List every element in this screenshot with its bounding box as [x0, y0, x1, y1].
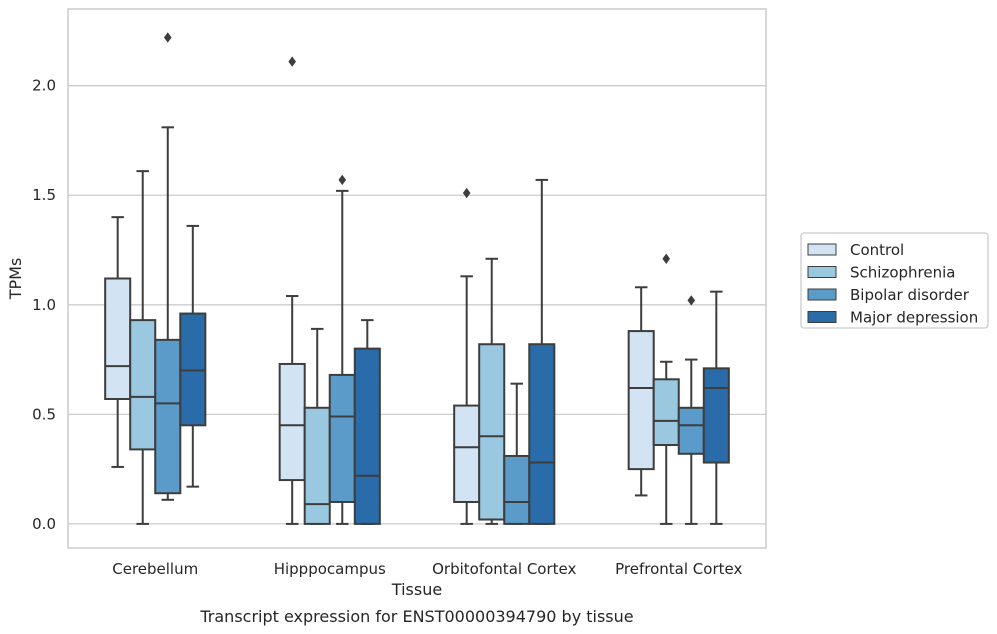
legend-label: Major depression [850, 309, 978, 327]
y-tick-label: 0.5 [32, 405, 56, 423]
box-group [503, 382, 531, 525]
box [328, 373, 356, 503]
box-group [179, 224, 207, 488]
outlier-point [687, 295, 696, 306]
box-groups [104, 32, 730, 525]
box [353, 347, 381, 525]
outlier-point [662, 253, 671, 264]
box [453, 404, 481, 503]
box-group [528, 178, 556, 525]
box [303, 406, 331, 525]
y-tick-label: 2.0 [32, 77, 56, 95]
box-group [453, 187, 481, 525]
outlier-point [462, 187, 471, 199]
legend-swatch [807, 243, 837, 256]
box [652, 378, 680, 447]
box-group [652, 253, 680, 525]
chart-caption: Transcript expression for ENST0000039479… [199, 607, 633, 626]
y-tick-label: 1.5 [32, 186, 56, 204]
y-tick-label: 0.0 [32, 515, 56, 533]
legend-label: Bipolar disorder [850, 286, 970, 304]
box [528, 343, 556, 525]
y-axis-ticks: 0.0 0.5 1.0 1.5 2.0 [32, 77, 56, 533]
legend-swatch [807, 311, 837, 323]
x-tick-label: Orbitofontal Cortex [432, 560, 576, 578]
box-group [278, 56, 306, 525]
box [278, 362, 306, 482]
box-group [627, 286, 655, 497]
legend-swatch [807, 266, 837, 278]
legend-frame [800, 232, 989, 329]
box-group [154, 32, 182, 501]
y-tick-label: 1.0 [32, 296, 56, 314]
box [129, 319, 157, 451]
outlier-point [288, 56, 296, 67]
legend: Control Schizophrenia Bipolar disorder Majo… [800, 232, 989, 329]
legend-label: Control [850, 241, 904, 259]
outlier-point [338, 174, 347, 186]
x-axis-ticks: Cerebellum Hipppocampus Orbitofontal Corte… [112, 560, 742, 578]
box [702, 367, 730, 464]
x-tick-label: Hipppocampus [274, 560, 386, 578]
box [154, 338, 182, 495]
box-group [353, 319, 381, 525]
box [104, 277, 132, 401]
box-group [328, 174, 356, 525]
x-axis-label: Tissue [391, 580, 442, 599]
legend-swatch [807, 288, 837, 301]
x-tick-label: Cerebellum [112, 560, 198, 578]
box-group [702, 290, 730, 525]
box [627, 330, 655, 471]
box-group [104, 216, 132, 468]
box-group [478, 257, 506, 525]
legend-label: Schizophrenia [850, 264, 955, 282]
y-axis-label: TPMs [6, 258, 25, 301]
outlier-point [163, 32, 172, 43]
box [179, 312, 207, 427]
box [478, 343, 506, 521]
box [677, 406, 705, 455]
x-tick-label: Prefrontal Cortex [615, 560, 742, 578]
box [503, 454, 531, 525]
